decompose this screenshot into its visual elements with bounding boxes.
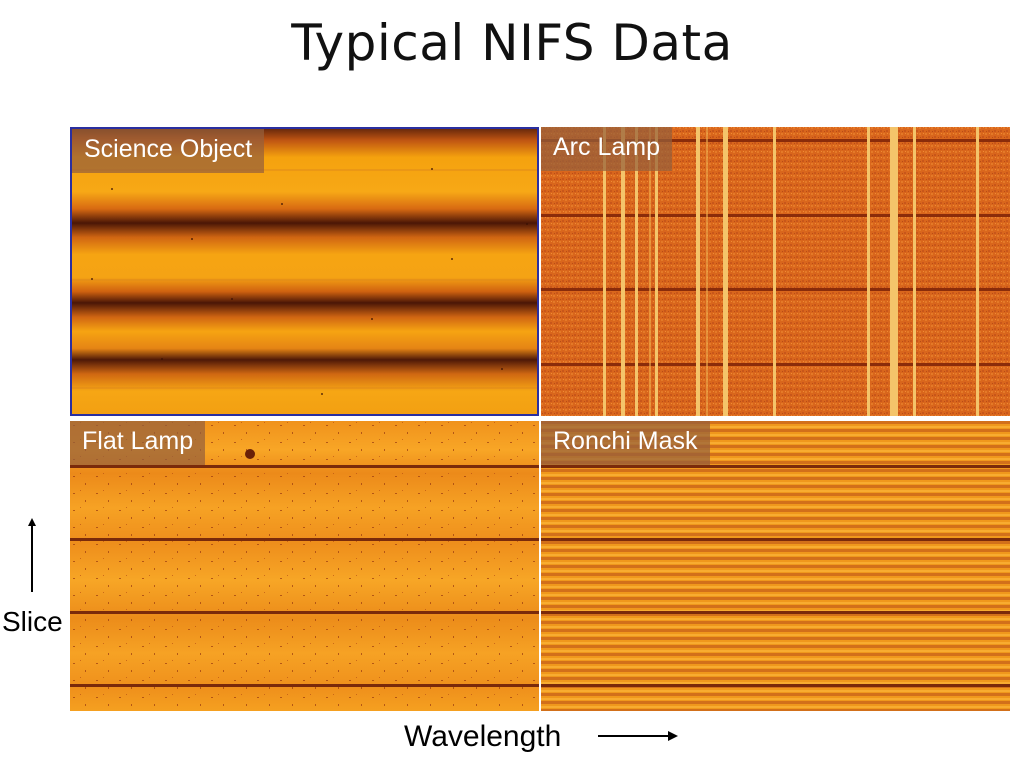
ronchi-mask-panel: Ronchi Mask [541,421,1010,711]
wavelength-arrow-icon [598,731,678,741]
arc-lamp-image [541,127,1010,416]
arc-lamp-label: Arc Lamp [541,127,672,171]
slice-arrow-icon [28,518,36,592]
arc-lamp-panel: Arc Lamp [541,127,1010,416]
science-object-image [72,129,537,414]
science-object-panel: Science Object [70,127,539,416]
ronchi-mask-image [541,421,1010,711]
wavelength-axis-label: Wavelength [404,720,562,753]
slice-axis-label: Slice [2,606,63,637]
ronchi-mask-label: Ronchi Mask [541,421,710,465]
science-object-label: Science Object [72,129,265,173]
flat-lamp-image [70,421,539,711]
flat-lamp-label: Flat Lamp [70,421,206,465]
flat-lamp-panel: Flat Lamp [70,421,539,711]
slide-title: Typical NIFS Data [291,14,733,72]
